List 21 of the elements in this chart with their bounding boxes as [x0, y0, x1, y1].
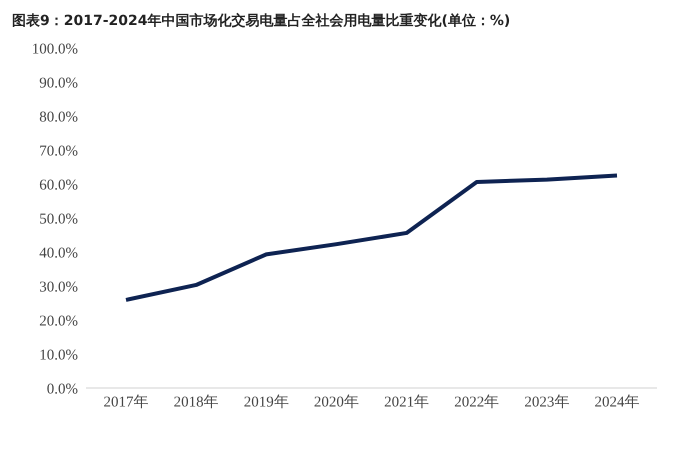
y-tick-label: 10.0%: [39, 347, 78, 364]
x-tick-label: 2024年: [594, 394, 640, 411]
x-tick-label: 2019年: [244, 394, 289, 411]
y-tick-label: 70.0%: [39, 143, 78, 160]
line-series: [124, 174, 619, 302]
x-tick-label: 2018年: [174, 394, 219, 411]
x-tick-label: 2020年: [314, 394, 359, 411]
chart-title: 图表9：2017-2024年中国市场化交易电量占全社会用电量比重变化(单位：%): [11, 12, 512, 31]
x-tick-label: 2023年: [524, 394, 570, 411]
y-tick-label: 50.0%: [39, 211, 78, 228]
y-tick-label: 90.0%: [39, 75, 78, 92]
x-tick-label: 2022年: [454, 394, 500, 411]
x-tick-label: 2021年: [384, 394, 430, 411]
y-tick-label: 100.0%: [32, 41, 78, 58]
y-tick-label: 20.0%: [39, 313, 78, 330]
y-tick-label: 0.0%: [46, 381, 78, 398]
x-tick-label: 2017年: [104, 394, 148, 411]
y-tick-label: 80.0%: [39, 109, 78, 126]
y-tick-label: 40.0%: [39, 245, 78, 262]
y-tick-label: 30.0%: [39, 279, 78, 296]
y-tick-label: 60.0%: [39, 177, 78, 194]
